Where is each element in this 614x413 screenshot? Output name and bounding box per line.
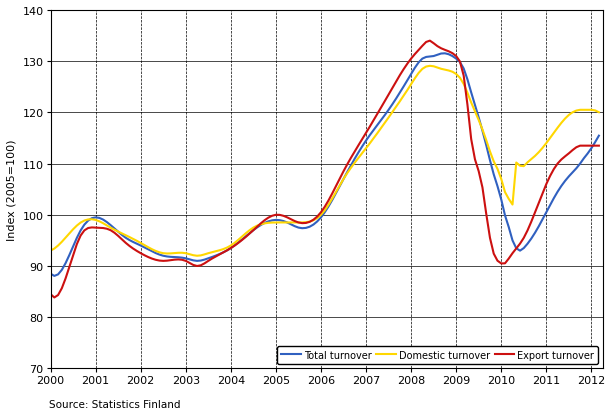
Total turnover <box>486 158 494 163</box>
Export turnover <box>426 39 433 44</box>
Line: Export turnover: Export turnover <box>50 42 599 298</box>
Domestic turnover <box>433 66 441 71</box>
Export turnover <box>50 295 58 300</box>
Domestic turnover <box>351 161 359 166</box>
Total turnover <box>479 129 486 134</box>
Total turnover <box>441 52 449 57</box>
Export turnover <box>479 185 486 190</box>
Domestic turnover <box>595 111 602 116</box>
Line: Total turnover: Total turnover <box>50 54 599 276</box>
Total turnover <box>47 271 54 276</box>
Export turnover <box>227 246 235 251</box>
Domestic turnover <box>486 150 494 154</box>
Total turnover <box>430 55 437 59</box>
Y-axis label: Index (2005=100): Index (2005=100) <box>7 139 17 240</box>
Line: Domestic turnover: Domestic turnover <box>50 66 599 256</box>
Export turnover <box>197 263 204 268</box>
Export turnover <box>486 236 494 241</box>
Text: Source: Statistics Finland: Source: Statistics Finland <box>49 399 181 409</box>
Total turnover <box>227 246 235 251</box>
Domestic turnover <box>479 128 486 133</box>
Domestic turnover <box>193 254 201 259</box>
Total turnover <box>50 274 58 279</box>
Total turnover <box>595 134 602 139</box>
Export turnover <box>433 45 441 50</box>
Export turnover <box>351 150 359 154</box>
Domestic turnover <box>47 249 54 254</box>
Legend: Total turnover, Domestic turnover, Export turnover: Total turnover, Domestic turnover, Expor… <box>278 346 598 364</box>
Total turnover <box>197 259 204 263</box>
Domestic turnover <box>426 64 433 69</box>
Domestic turnover <box>197 253 204 258</box>
Total turnover <box>351 157 359 161</box>
Export turnover <box>47 292 54 297</box>
Export turnover <box>595 144 602 149</box>
Domestic turnover <box>227 243 235 248</box>
